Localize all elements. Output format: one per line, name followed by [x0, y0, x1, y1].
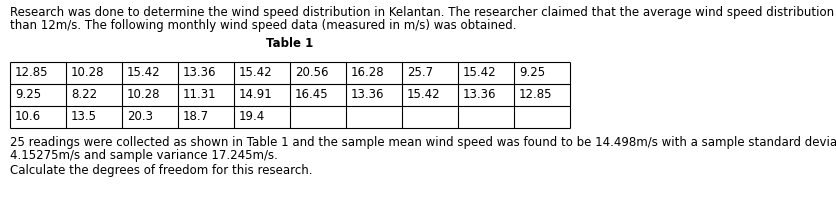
Text: 12.85: 12.85 [519, 89, 553, 102]
Text: 20.3: 20.3 [127, 111, 153, 124]
Text: 14.91: 14.91 [239, 89, 273, 102]
Text: 15.42: 15.42 [127, 67, 161, 79]
Text: Table 1: Table 1 [267, 37, 314, 50]
Text: 13.36: 13.36 [351, 89, 385, 102]
Text: Research was done to determine the wind speed distribution in Kelantan. The rese: Research was done to determine the wind … [10, 6, 836, 19]
Text: 10.6: 10.6 [15, 111, 41, 124]
Text: 12.85: 12.85 [15, 67, 48, 79]
Text: 16.45: 16.45 [295, 89, 329, 102]
Text: 18.7: 18.7 [183, 111, 209, 124]
Text: 15.42: 15.42 [407, 89, 441, 102]
Text: 19.4: 19.4 [239, 111, 265, 124]
Text: 13.36: 13.36 [463, 89, 497, 102]
Text: 25.7: 25.7 [407, 67, 433, 79]
Text: 10.28: 10.28 [127, 89, 161, 102]
Text: 4.15275m/s and sample variance 17.245m/s.: 4.15275m/s and sample variance 17.245m/s… [10, 149, 278, 162]
Text: 25 readings were collected as shown in Table 1 and the sample mean wind speed wa: 25 readings were collected as shown in T… [10, 136, 836, 149]
Text: 9.25: 9.25 [519, 67, 545, 79]
Text: 15.42: 15.42 [463, 67, 497, 79]
Text: 10.28: 10.28 [71, 67, 104, 79]
Text: 8.22: 8.22 [71, 89, 97, 102]
Text: than 12m/s. The following monthly wind speed data (measured in m/s) was obtained: than 12m/s. The following monthly wind s… [10, 19, 517, 32]
Text: 15.42: 15.42 [239, 67, 273, 79]
Text: 16.28: 16.28 [351, 67, 385, 79]
Text: Calculate the degrees of freedom for this research.: Calculate the degrees of freedom for thi… [10, 164, 313, 177]
Text: 20.56: 20.56 [295, 67, 329, 79]
Text: 13.5: 13.5 [71, 111, 97, 124]
Text: 13.36: 13.36 [183, 67, 217, 79]
Text: 9.25: 9.25 [15, 89, 41, 102]
Text: 11.31: 11.31 [183, 89, 217, 102]
